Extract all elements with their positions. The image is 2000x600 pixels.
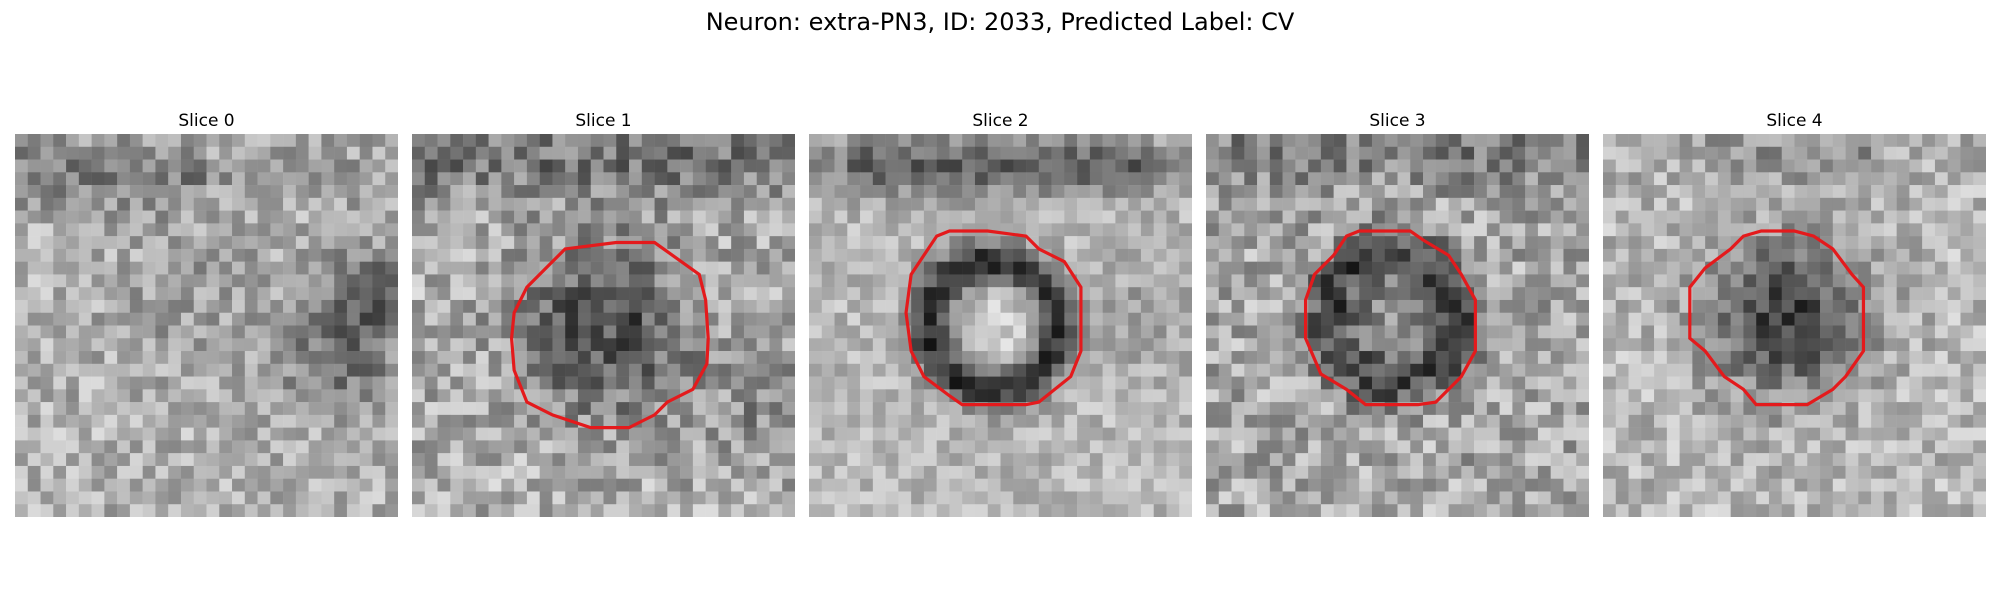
slice-title-2: Slice 2 — [972, 111, 1029, 131]
slice-panel-0: Slice 0 — [15, 108, 398, 517]
slice-title-0: Slice 0 — [178, 111, 235, 131]
slice-image-2 — [809, 134, 1192, 517]
slice-image-4 — [1603, 134, 1986, 517]
roi-outline — [904, 229, 1083, 407]
slice-image-3 — [1206, 134, 1589, 517]
roi-outline — [1303, 229, 1477, 407]
roi-outline — [509, 240, 710, 430]
slice-panel-3: Slice 3 — [1206, 108, 1589, 517]
slice-image-0 — [15, 134, 398, 517]
pixel-grid — [412, 134, 795, 517]
pixel-grid — [15, 134, 398, 517]
pixel-grid — [1603, 134, 1986, 517]
slice-image-1 — [412, 134, 795, 517]
roi-outline — [1688, 229, 1866, 407]
slice-title-1: Slice 1 — [575, 111, 632, 131]
slice-title-3: Slice 3 — [1369, 111, 1426, 131]
slice-panel-4: Slice 4 — [1603, 108, 1986, 517]
pixel-grid — [1206, 134, 1589, 517]
slice-title-4: Slice 4 — [1766, 111, 1823, 131]
slice-panel-2: Slice 2 — [809, 108, 1192, 517]
slice-panel-1: Slice 1 — [412, 108, 795, 517]
figure-title: Neuron: extra-PN3, ID: 2033, Predicted L… — [705, 8, 1295, 36]
pixel-grid — [809, 134, 1192, 517]
